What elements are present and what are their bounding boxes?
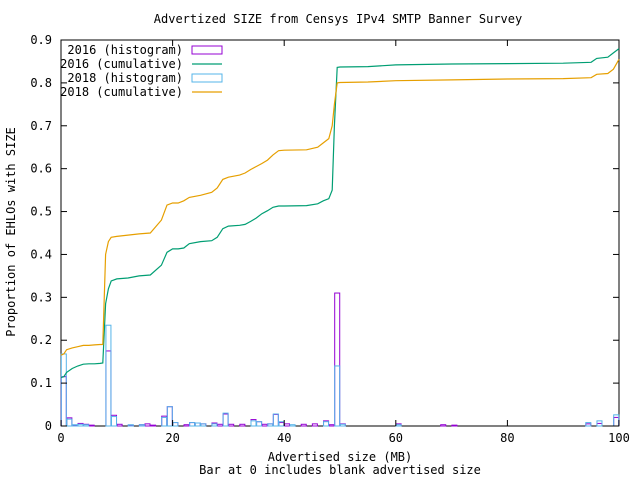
bar-2016-histogram [116,423,123,427]
bar-2016-histogram [166,406,173,427]
bar-2016-histogram [217,423,224,427]
bar-2016-histogram [105,350,112,427]
y-tick-label: 0.1 [30,376,52,390]
bar-2016-histogram [172,422,179,427]
bar-2018-histogram [105,324,112,427]
bar-2018-histogram [60,353,67,427]
bar-2018-histogram [194,422,201,427]
legend-label: 2018 (cumulative) [60,85,183,99]
bar-2018-histogram [172,422,179,427]
bar-2016-histogram [272,413,279,427]
bar-2016-histogram [228,423,235,427]
x-axis-label: Advertised size (MB) [268,450,413,464]
bar-2018-histogram [289,424,296,427]
bar-2018-histogram [334,365,341,427]
x-tick-label: 80 [500,431,514,445]
bar-2018-histogram [200,423,207,427]
y-tick-label: 0.4 [30,247,52,261]
bar-2016-histogram [278,422,285,427]
line-2016-cumulative [60,48,620,379]
y-tick-label: 0.7 [30,119,52,133]
bar-2018-histogram [138,424,145,427]
bar-2018-histogram [613,414,620,427]
bar-2018-histogram [83,424,90,427]
bar-2016-histogram [261,423,268,427]
bar-2016-histogram [613,416,620,427]
y-axis-label: Proportion of EHLOs with SIZE [4,127,18,337]
bar-2016-histogram [189,422,196,427]
bar-2018-histogram [127,424,134,427]
bar-2016-histogram [283,423,291,427]
y-tick-label: 0.8 [30,76,52,90]
y-tick-label: 0.9 [30,33,52,47]
bar-2018-histogram [323,421,330,427]
bar-2018-histogram [110,416,118,427]
bar-2016-histogram [239,423,246,427]
bar-2016-histogram [60,376,67,427]
legend-swatch [191,45,223,55]
bar-2018-histogram [189,422,196,427]
legend-swatch [191,73,223,83]
bar-2016-histogram [222,413,229,427]
bar-2016-histogram [256,421,263,427]
y-tick-label: 0.5 [30,205,52,219]
bar-2018-histogram [256,421,263,427]
bar-2018-histogram [585,422,592,427]
bar-2016-histogram [451,424,458,427]
bar-2016-histogram [311,423,318,427]
y-tick-label: 0.2 [30,333,52,347]
bar-2018-histogram [250,420,257,427]
bar-2016-histogram [88,424,95,427]
bar-2018-histogram [222,412,229,427]
bar-2016-histogram [328,424,335,427]
bar-2016-histogram [144,423,151,427]
y-tick-label: 0.6 [30,162,52,176]
bar-2018-histogram [71,424,78,427]
bar-2016-histogram [440,424,447,427]
bar-2018-histogram [267,423,274,427]
bar-2016-histogram [300,423,307,427]
x-tick-label: 0 [57,431,64,445]
bar-2018-histogram [596,420,603,427]
line-2018-cumulative [60,59,620,356]
legend-label: 2016 (cumulative) [60,57,183,71]
x-tick-label: 20 [165,431,179,445]
x-axis-note: Bar at 0 includes blank advertised size [199,463,481,477]
legend-label: 2016 (histogram) [67,43,183,57]
chart-title: Advertized SIZE from Censys IPv4 SMTP Ba… [154,12,522,26]
y-tick-label: 0.3 [30,290,52,304]
x-tick-label: 60 [389,431,403,445]
bar-2018-histogram [166,406,173,427]
y-tick-label: 0 [45,419,52,433]
bar-2018-histogram [77,423,84,427]
bar-2018-histogram [161,416,168,427]
bar-2018-histogram [66,418,73,427]
bar-2018-histogram [211,423,218,427]
x-tick-label: 100 [608,431,630,445]
bar-2018-histogram [272,413,279,427]
bar-2018-histogram [395,424,402,427]
legend-label: 2018 (histogram) [67,71,183,85]
bar-2018-histogram [339,423,346,427]
x-tick-label: 40 [277,431,291,445]
bar-2016-histogram [183,424,190,427]
bar-2016-histogram [150,424,157,427]
bar-2016-histogram [334,292,341,427]
